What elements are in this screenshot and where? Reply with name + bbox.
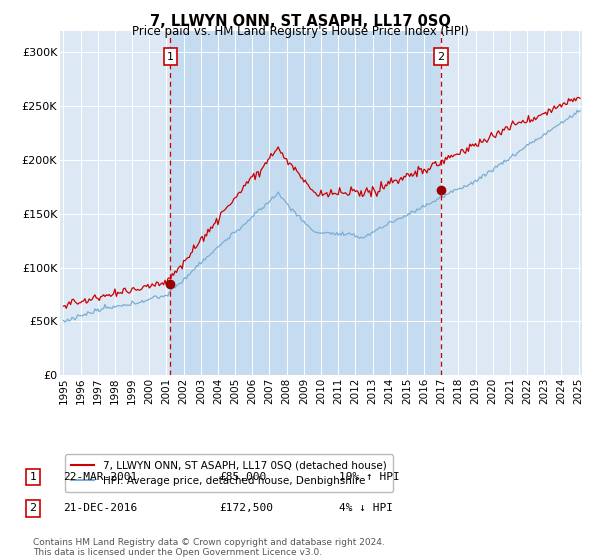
Text: 21-DEC-2016: 21-DEC-2016 — [63, 503, 137, 514]
Text: 1: 1 — [29, 472, 37, 482]
Text: Price paid vs. HM Land Registry's House Price Index (HPI): Price paid vs. HM Land Registry's House … — [131, 25, 469, 38]
Text: 7, LLWYN ONN, ST ASAPH, LL17 0SQ: 7, LLWYN ONN, ST ASAPH, LL17 0SQ — [149, 14, 451, 29]
Text: 2: 2 — [437, 52, 445, 62]
Text: 1: 1 — [167, 52, 174, 62]
Text: 2: 2 — [29, 503, 37, 514]
Text: 4% ↓ HPI: 4% ↓ HPI — [339, 503, 393, 514]
Text: £85,000: £85,000 — [219, 472, 266, 482]
Bar — [170, 31, 441, 375]
Text: 19% ↑ HPI: 19% ↑ HPI — [339, 472, 400, 482]
Text: Contains HM Land Registry data © Crown copyright and database right 2024.
This d: Contains HM Land Registry data © Crown c… — [33, 538, 385, 557]
Text: £172,500: £172,500 — [219, 503, 273, 514]
Text: 22-MAR-2001: 22-MAR-2001 — [63, 472, 137, 482]
Legend: 7, LLWYN ONN, ST ASAPH, LL17 0SQ (detached house), HPI: Average price, detached : 7, LLWYN ONN, ST ASAPH, LL17 0SQ (detach… — [65, 455, 393, 492]
